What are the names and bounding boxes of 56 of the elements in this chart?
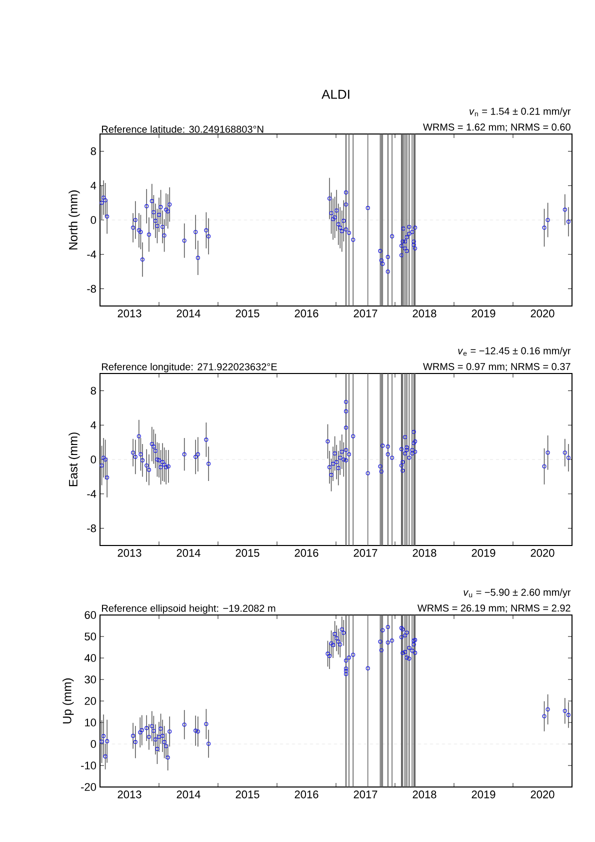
text: WRMS = 26.19 mm; NRMS = 2.92 bbox=[417, 604, 570, 613]
y-tick-label: 10 bbox=[85, 718, 96, 726]
y-tick-label: 8 bbox=[90, 147, 96, 156]
x-tick-label: 2017 bbox=[354, 790, 378, 798]
y-tick-label: 4 bbox=[90, 182, 96, 190]
text: WRMS = 0.97 mm; NRMS = 0.37 bbox=[423, 363, 570, 372]
y-axis-title: North (mm) bbox=[68, 190, 80, 250]
x-tick-label: 2017 bbox=[354, 310, 378, 318]
x-tick-label: 2017 bbox=[354, 549, 378, 557]
x-tick-label: 2015 bbox=[236, 310, 260, 318]
x-tick-label: 2019 bbox=[472, 790, 496, 798]
y-tick-label: 60 bbox=[84, 611, 96, 619]
y-axis-title: Up (mm) bbox=[62, 678, 74, 724]
y-tick-label: -4 bbox=[87, 490, 96, 498]
y-tick-label: 20 bbox=[84, 697, 96, 705]
x-tick-label: 2018 bbox=[412, 310, 436, 318]
x-tick-label: 2020 bbox=[530, 310, 554, 318]
y-tick-label: 30 bbox=[84, 676, 96, 684]
x-tick-label: 2018 bbox=[412, 549, 436, 557]
x-tick-label: 2016 bbox=[294, 310, 318, 318]
x-tick-label: 2015 bbox=[236, 549, 260, 557]
x-tick-label: 2013 bbox=[118, 310, 142, 318]
text: WRMS = 1.62 mm; NRMS = 0.60 bbox=[423, 124, 570, 132]
x-tick-label: 2013 bbox=[118, 790, 142, 798]
y-tick-label: 0 bbox=[90, 456, 96, 464]
chart-subtitle: Reference latitude: 30.249168803°N bbox=[102, 125, 264, 133]
x-tick-label: 2020 bbox=[530, 549, 554, 557]
chart-subtitle: Reference ellipsoid height: −19.2082 m bbox=[102, 604, 276, 614]
y-tick-label: 0 bbox=[90, 216, 96, 224]
y-tick-label: 40 bbox=[84, 654, 96, 662]
x-tick-label: 2014 bbox=[176, 549, 200, 557]
text: v$_{e}$ = −12.45 ± 0.16 mm/yr bbox=[458, 346, 571, 356]
text: v$_{n}$ = 1.54 ± 0.21 mm/yr bbox=[470, 107, 571, 117]
x-tick-label: 2019 bbox=[472, 549, 496, 557]
x-tick-label: 2014 bbox=[176, 310, 200, 318]
x-tick-label: 2013 bbox=[118, 549, 142, 557]
chart-title: ALDI bbox=[322, 90, 350, 99]
y-axis-title: East (mm) bbox=[68, 432, 80, 486]
y-tick-label: -4 bbox=[87, 250, 96, 258]
y-tick-label: 0 bbox=[90, 740, 96, 748]
y-tick-label: -10 bbox=[81, 762, 96, 770]
x-tick-label: 2019 bbox=[472, 310, 496, 318]
y-tick-label: 4 bbox=[90, 421, 96, 429]
y-tick-label: -8 bbox=[87, 284, 96, 293]
y-tick-label: -20 bbox=[81, 783, 96, 791]
y-tick-label: -8 bbox=[87, 524, 96, 532]
y-tick-label: 50 bbox=[84, 632, 96, 640]
x-tick-label: 2015 bbox=[236, 790, 260, 798]
x-tick-label: 2020 bbox=[530, 790, 554, 798]
x-tick-label: 2016 bbox=[294, 790, 318, 798]
x-tick-label: 2016 bbox=[294, 549, 318, 557]
x-tick-label: 2018 bbox=[412, 790, 436, 798]
y-tick-label: 8 bbox=[90, 386, 96, 395]
text: v$_{u}$ = −5.90 ± 2.60 mm/yr bbox=[464, 588, 571, 598]
x-tick-label: 2014 bbox=[176, 790, 200, 798]
chart-subtitle: Reference longitude: 271.922023632°E bbox=[102, 362, 277, 372]
